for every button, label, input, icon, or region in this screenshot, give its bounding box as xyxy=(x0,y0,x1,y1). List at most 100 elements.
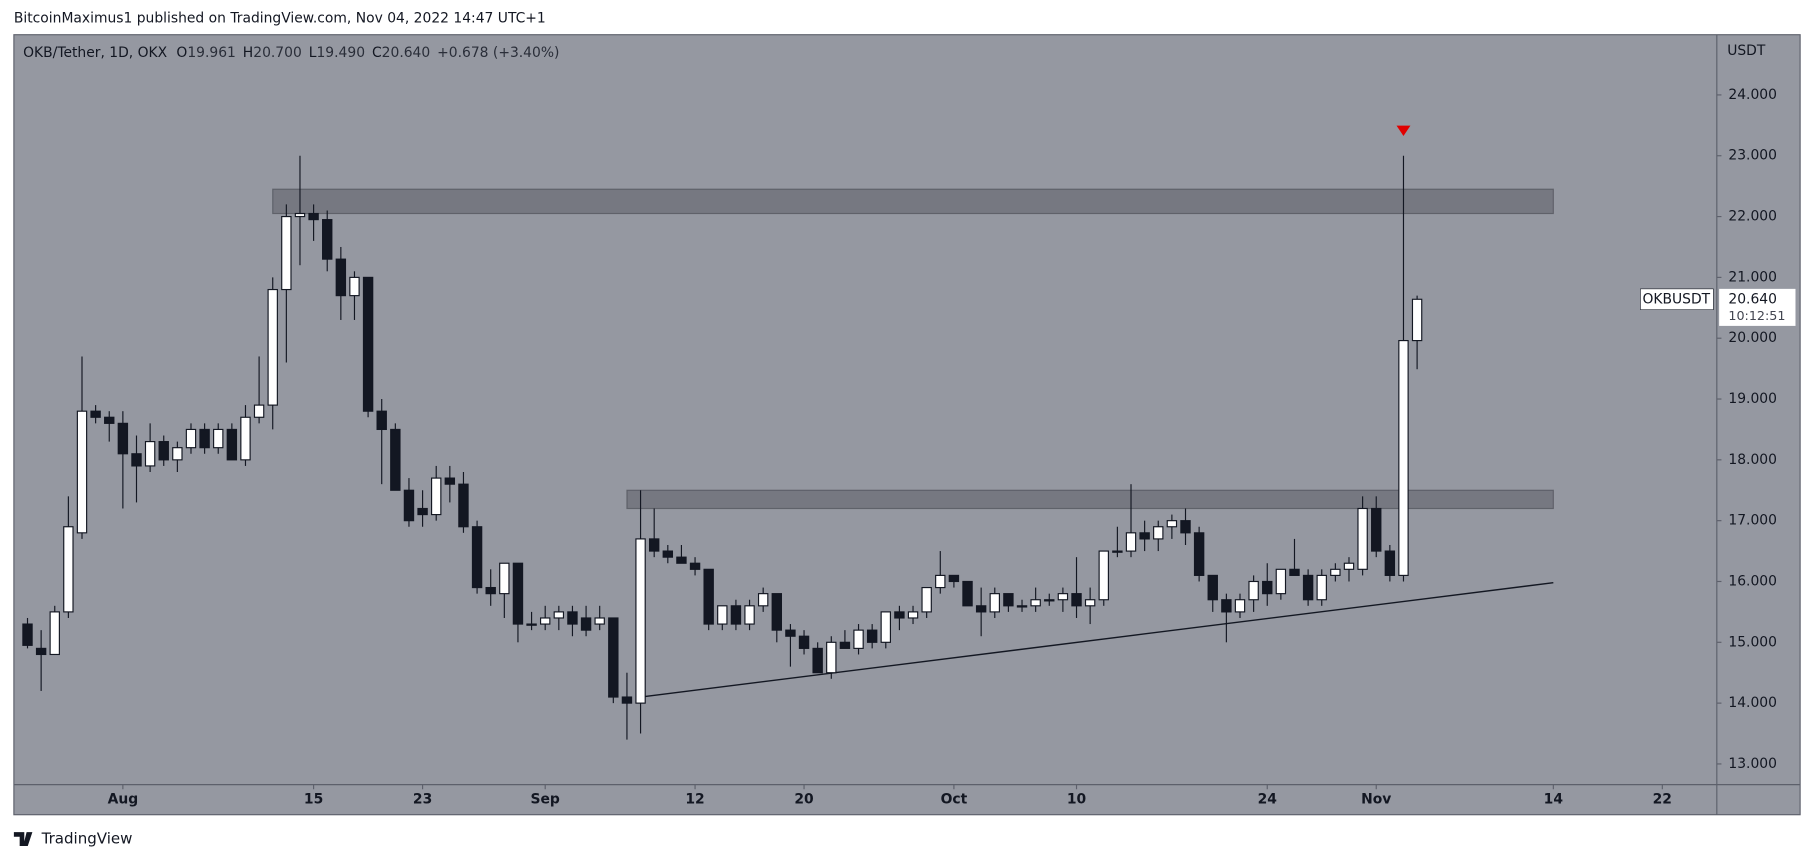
ohlc-value: 19.490 xyxy=(316,45,365,61)
ohlc-value: 20.700 xyxy=(253,45,302,61)
time-axis xyxy=(13,784,1717,815)
candle-body xyxy=(826,641,837,674)
candle-body xyxy=(431,477,442,516)
candle-body xyxy=(539,617,551,625)
candle-body xyxy=(1343,562,1355,570)
candle-body xyxy=(635,538,646,704)
candle-body xyxy=(962,580,973,607)
x-tick-label: Aug xyxy=(108,792,139,808)
x-tick-label: 14 xyxy=(1544,792,1564,808)
candle-body xyxy=(1262,580,1273,595)
candle-body xyxy=(63,526,74,613)
candle-body xyxy=(853,629,864,649)
candle-body xyxy=(1030,599,1041,607)
x-tick-label: 23 xyxy=(413,792,432,808)
candle-body xyxy=(730,605,742,625)
candle-body xyxy=(1193,532,1205,576)
symbol-title: OKB/Tether, 1D, OKX xyxy=(23,45,167,61)
y-tick-label: 16.000 xyxy=(1728,573,1777,589)
countdown: 10:12:51 xyxy=(1728,308,1785,323)
x-tick-label: Oct xyxy=(941,792,968,808)
y-tick-label: 21.000 xyxy=(1728,269,1777,285)
candle-body xyxy=(1003,593,1014,607)
ohlc-key: C xyxy=(372,45,382,61)
y-tick-label: 19.000 xyxy=(1728,391,1777,407)
plot-area xyxy=(13,34,1717,785)
symbol-label: OKBUSDT xyxy=(1642,291,1710,307)
candle-body xyxy=(648,538,660,552)
candle-body xyxy=(744,605,755,625)
candle-body xyxy=(662,550,674,558)
candle-body xyxy=(785,629,796,637)
last-price: 20.640 xyxy=(1728,291,1777,307)
plot xyxy=(22,125,1554,740)
candle-body xyxy=(1153,526,1164,540)
candle-body xyxy=(49,611,60,656)
candle-body xyxy=(866,629,878,643)
candle-body xyxy=(512,562,524,625)
candle-body xyxy=(894,611,905,619)
ohlc-key: O xyxy=(176,45,187,61)
ohlc-value: 20.640 xyxy=(382,45,431,61)
candle-body xyxy=(1398,339,1409,576)
legend: OKB/Tether, 1D, OKX O19.961 H20.700 L19.490… xyxy=(23,45,559,61)
y-tick-label: 20.000 xyxy=(1728,330,1777,346)
resistance-zone xyxy=(626,489,1554,510)
candle-body xyxy=(1289,568,1300,576)
publisher: BitcoinMaximus1 published on TradingView… xyxy=(14,11,546,27)
y-tick-label: 15.000 xyxy=(1728,634,1777,650)
candle-body xyxy=(267,288,278,406)
candle-body xyxy=(376,410,387,431)
candle-body xyxy=(907,611,919,619)
candle-body xyxy=(1275,568,1287,595)
x-tick-label: 24 xyxy=(1258,792,1278,808)
candle-body xyxy=(1125,532,1137,552)
candle-body xyxy=(1384,550,1396,576)
candle-body xyxy=(158,441,169,461)
candle-body xyxy=(1330,568,1341,576)
candle-body xyxy=(812,647,823,674)
candle-body xyxy=(689,562,701,570)
candle-body xyxy=(567,611,578,625)
candle-body xyxy=(308,212,319,221)
candle-body xyxy=(703,568,714,625)
candle-body xyxy=(553,611,565,619)
candle-body xyxy=(757,593,769,607)
candle-body xyxy=(580,617,592,631)
legend-text: OKB/Tether, 1D, OKX O19.961 H20.700 L19.490… xyxy=(23,45,559,61)
candle-body xyxy=(22,623,33,646)
candle-body xyxy=(117,422,129,455)
candle-body xyxy=(349,276,360,297)
trend-line xyxy=(640,582,1554,698)
candle-body xyxy=(471,526,483,589)
candle-body xyxy=(594,617,605,625)
candle-body xyxy=(1357,507,1368,570)
x-tick-label: Sep xyxy=(531,792,560,808)
candle-body xyxy=(1180,520,1191,534)
y-tick-label: 13.000 xyxy=(1728,756,1777,772)
candle-body xyxy=(676,556,687,564)
change-value: +0.678 (+3.40%) xyxy=(437,45,559,61)
candle-body xyxy=(1057,593,1069,601)
candle-body xyxy=(989,593,1000,613)
logo xyxy=(13,832,33,846)
candle-body xyxy=(921,586,932,613)
candle-body xyxy=(1411,298,1423,342)
y-tick-label: 22.000 xyxy=(1728,209,1777,225)
candle-body xyxy=(458,483,469,528)
candle-body xyxy=(839,641,851,649)
symbol-box xyxy=(1640,288,1714,310)
candle-body xyxy=(485,586,496,595)
candle-body xyxy=(1112,550,1123,553)
candle-body xyxy=(390,428,401,491)
frame xyxy=(13,34,1801,816)
candle-body xyxy=(1316,574,1327,601)
candle-body xyxy=(185,428,197,449)
candle-body xyxy=(199,428,210,449)
candle-body xyxy=(444,477,456,485)
resistance-zone xyxy=(272,188,1554,215)
candle-body xyxy=(104,416,115,424)
candle-body xyxy=(499,562,510,595)
candle-body xyxy=(240,416,251,461)
price-box xyxy=(1719,288,1796,326)
